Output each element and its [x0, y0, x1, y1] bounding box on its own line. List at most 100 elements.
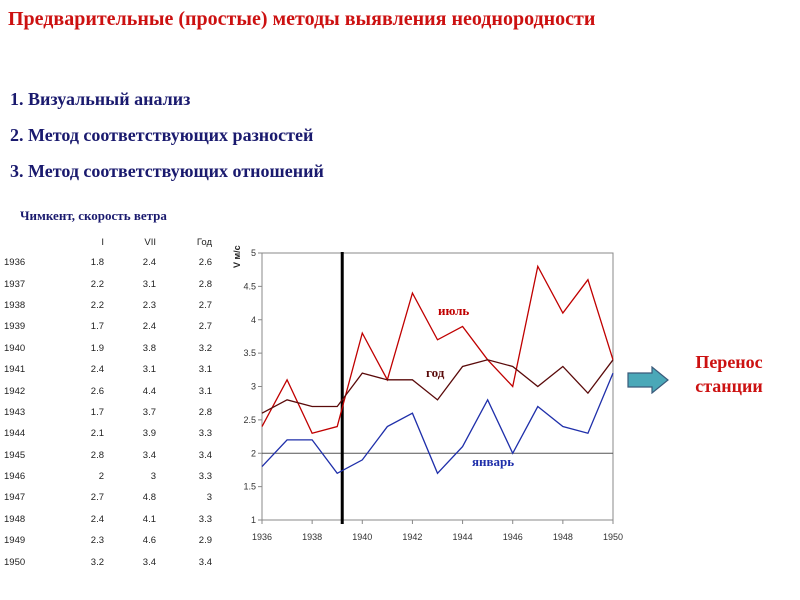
- table-row: 1942 2.6 4.4 3.1: [4, 380, 212, 401]
- method-visual-analysis: 1. Визуальный анализ: [10, 89, 191, 109]
- series-line-год: [261, 359, 614, 414]
- cell-year: 1937: [4, 278, 26, 290]
- table-row: 1947 2.7 4.8 3: [4, 487, 212, 508]
- cell-july: 2.3: [142, 299, 156, 311]
- cell-annual: 2.8: [198, 406, 212, 418]
- cell-january: 1.8: [90, 257, 104, 269]
- method-differences: 2. Метод соответствующих разностей: [10, 125, 314, 145]
- table-title: Чимкент, скорость ветра: [20, 208, 167, 223]
- cell-january: 2.7: [90, 492, 104, 504]
- x-tick-label: 1942: [402, 532, 422, 542]
- cell-year: 1949: [4, 535, 26, 547]
- cell-july: 3.9: [142, 428, 156, 440]
- table-row: 1943 1.7 3.7 2.8: [4, 402, 212, 423]
- table-row: 1948 2.4 4.1 3.3: [4, 509, 212, 530]
- table-row: 1937 2.2 3.1 2.8: [4, 273, 212, 294]
- cell-year: 1940: [4, 342, 26, 354]
- cell-july: 3.4: [142, 449, 156, 461]
- cell-january: 1.7: [90, 406, 104, 418]
- y-tick-label: 2.5: [243, 415, 256, 425]
- y-tick-label: 2: [251, 448, 256, 458]
- cell-annual: 3.4: [198, 449, 212, 461]
- x-tick-label: 1944: [453, 532, 473, 542]
- cell-annual: 3.3: [198, 513, 212, 525]
- cell-january: 2: [98, 471, 104, 483]
- series-label: год: [426, 365, 445, 380]
- y-tick-label: 3: [251, 382, 256, 392]
- cell-annual: 2.8: [198, 278, 212, 290]
- cell-year: 1943: [4, 406, 26, 418]
- cell-january: 2.8: [90, 449, 104, 461]
- cell-annual: 3: [206, 492, 212, 504]
- transfer-label-line1: Перенос: [695, 352, 763, 372]
- cell-year: 1947: [4, 492, 26, 504]
- cell-july: 3: [150, 471, 156, 483]
- series-line-январь: [261, 372, 614, 475]
- x-tick-label: 1940: [352, 532, 372, 542]
- cell-january: 3.2: [90, 556, 104, 568]
- series-line-июль: [261, 264, 614, 434]
- cell-july: 3.4: [142, 556, 156, 568]
- cell-year: 1950: [4, 556, 26, 568]
- y-tick-label: 4: [251, 315, 256, 325]
- table-row: 1938 2.2 2.3 2.7: [4, 295, 212, 316]
- table-row: 1944 2.1 3.9 3.3: [4, 423, 212, 444]
- cell-january: 2.1: [90, 428, 104, 440]
- cell-january: 2.4: [90, 364, 104, 376]
- cell-july: 3.8: [142, 342, 156, 354]
- table-row: 1950 3.2 3.4 3.4: [4, 551, 212, 572]
- cell-january: 2.3: [90, 535, 104, 547]
- cell-annual: 2.7: [198, 321, 212, 333]
- header-july: VII: [144, 236, 156, 248]
- page-title: Предварительные (простые) методы выявлен…: [8, 8, 596, 30]
- x-tick-label: 1938: [302, 532, 322, 542]
- cell-annual: 3.2: [198, 342, 212, 354]
- table-row: 1946 2 3 3.3: [4, 466, 212, 487]
- y-tick-label: 3.5: [243, 348, 256, 358]
- cell-year: 1938: [4, 299, 26, 311]
- cell-july: 4.8: [142, 492, 156, 504]
- cell-annual: 2.9: [198, 535, 212, 547]
- series-label: июль: [438, 303, 469, 318]
- cell-january: 2.4: [90, 513, 104, 525]
- y-tick-label: 1: [251, 515, 256, 525]
- y-tick-label: 5: [251, 248, 256, 258]
- y-tick-label: 4.5: [243, 281, 256, 291]
- cell-year: 1939: [4, 321, 26, 333]
- cell-annual: 2.7: [198, 299, 212, 311]
- cell-july: 2.4: [142, 257, 156, 269]
- cell-year: 1936: [4, 257, 26, 269]
- cell-annual: 3.4: [198, 556, 212, 568]
- table-header-row: I VII Год: [4, 232, 212, 252]
- cell-july: 3.1: [142, 278, 156, 290]
- wind-speed-table: I VII Год 1936 1.8 2.4 2.6 1937 2.2 3.1 2.8 1938…: [4, 232, 212, 573]
- cell-year: 1944: [4, 428, 26, 440]
- cell-july: 3.1: [142, 364, 156, 376]
- cell-january: 1.7: [90, 321, 104, 333]
- table-row: 1945 2.8 3.4 3.4: [4, 445, 212, 466]
- methods-list: 1. Визуальный анализ 2. Метод соответств…: [10, 88, 324, 196]
- method-ratios: 3. Метод соответствующих отношений: [10, 161, 324, 181]
- cell-year: 1945: [4, 449, 26, 461]
- table-row: 1940 1.9 3.8 3.2: [4, 338, 212, 359]
- cell-annual: 3.1: [198, 385, 212, 397]
- cell-january: 2.6: [90, 385, 104, 397]
- plot-frame: [261, 252, 614, 521]
- cell-annual: 3.1: [198, 364, 212, 376]
- cell-year: 1948: [4, 513, 26, 525]
- cell-july: 3.7: [142, 406, 156, 418]
- y-axis-label: V м/с: [232, 245, 242, 268]
- cell-january: 1.9: [90, 342, 104, 354]
- transfer-label-line2: станции: [695, 376, 763, 396]
- cell-july: 4.1: [142, 513, 156, 525]
- cell-july: 2.4: [142, 321, 156, 333]
- table-body: 1936 1.8 2.4 2.6 1937 2.2 3.1 2.8 1938 2.2 2.3 2.7 1…: [4, 252, 212, 573]
- series-label: январь: [472, 454, 514, 469]
- cell-january: 2.2: [90, 278, 104, 290]
- cell-annual: 2.6: [198, 257, 212, 269]
- cell-annual: 3.3: [198, 428, 212, 440]
- header-january: I: [101, 236, 104, 248]
- table-row: 1941 2.4 3.1 3.1: [4, 359, 212, 380]
- y-tick-label: 1.5: [243, 482, 256, 492]
